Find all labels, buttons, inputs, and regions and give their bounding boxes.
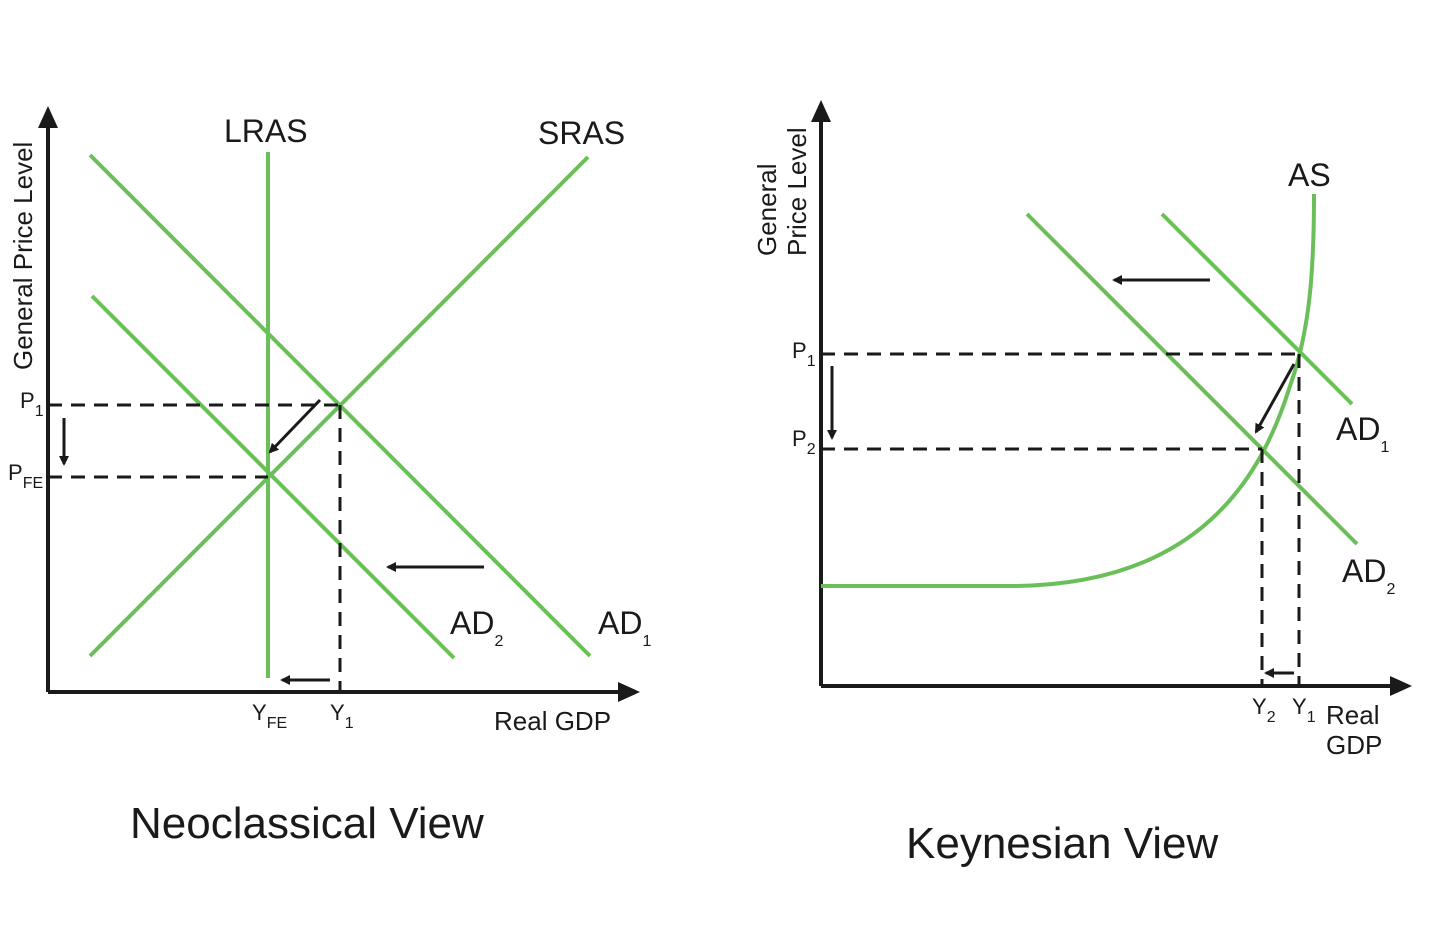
y1-label: Y1 — [1292, 694, 1316, 726]
ad2-label: AD2 — [450, 605, 503, 650]
ad1-curve — [1160, 212, 1354, 406]
yfe-label: YFE — [252, 700, 287, 732]
panel-title: Neoclassical View — [130, 799, 484, 848]
x-axis-label: Real GDP — [494, 706, 611, 736]
y-axis-label: General Price Level — [752, 127, 812, 256]
equilibrium-shift-arrow — [268, 398, 322, 454]
pfe-label: PFE — [8, 460, 43, 492]
y2-label: Y2 — [1252, 694, 1276, 726]
ad2-curve — [1025, 212, 1359, 546]
x-axis-label: Real GDP — [1326, 700, 1387, 760]
as-curve — [821, 193, 1316, 588]
equilibrium-shift-arrow — [1254, 363, 1296, 434]
ad1-label: AD1 — [598, 605, 651, 650]
ad2-curve — [90, 294, 456, 660]
ad2-label: AD2 — [1342, 553, 1395, 598]
y1-label: Y1 — [330, 700, 354, 732]
neoclassical-panel: LRAS SRAS AD1 AD2 P1 PFE YFE Y1 General … — [8, 106, 651, 848]
p1-label: P1 — [20, 388, 44, 420]
lras-label: LRAS — [224, 113, 308, 149]
p1-label: P1 — [792, 338, 816, 370]
panel-title: Keynesian View — [906, 819, 1219, 868]
keynesian-panel: AS AD1 AD2 P1 P2 Y2 Y1 General Price Lev… — [752, 100, 1412, 868]
sras-label: SRAS — [538, 115, 625, 151]
ad1-label: AD1 — [1336, 411, 1389, 456]
y-axis-label: General Price Level — [8, 142, 38, 370]
as-label: AS — [1288, 157, 1331, 193]
p2-label: P2 — [792, 426, 816, 458]
